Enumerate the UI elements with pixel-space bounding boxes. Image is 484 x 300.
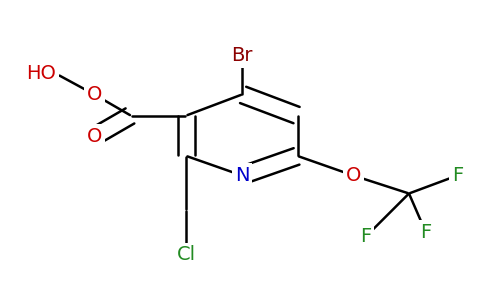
- Text: F: F: [420, 223, 432, 242]
- Text: O: O: [87, 127, 102, 146]
- Text: F: F: [452, 166, 463, 185]
- Text: O: O: [346, 166, 361, 185]
- Text: O: O: [87, 85, 102, 104]
- Text: HO: HO: [26, 64, 56, 83]
- Text: Br: Br: [231, 46, 253, 65]
- Text: N: N: [235, 166, 249, 185]
- Text: Cl: Cl: [177, 245, 196, 265]
- Text: F: F: [360, 227, 371, 247]
